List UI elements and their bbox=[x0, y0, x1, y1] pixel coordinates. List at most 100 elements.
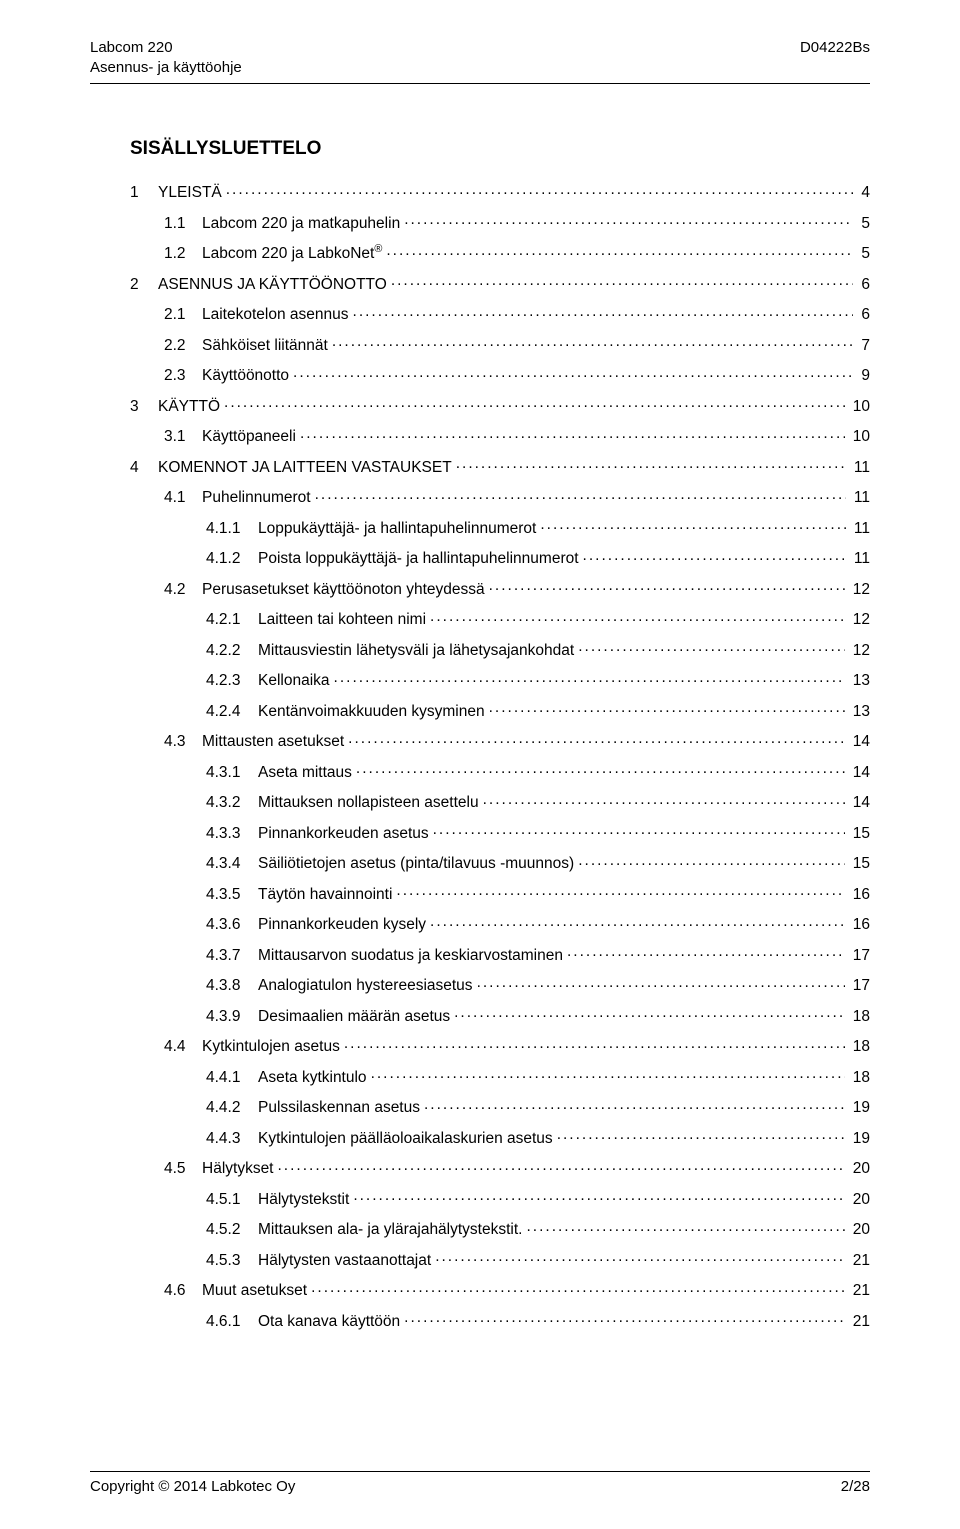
toc-title: SISÄLLYSLUETTELO bbox=[130, 138, 870, 160]
toc-entry: 4.3.6Pinnankorkeuden kysely 16 bbox=[130, 914, 870, 933]
toc-entry: 4.4.3Kytkintulojen päälläoloaikalaskurie… bbox=[130, 1127, 870, 1146]
doc-title: Labcom 220 bbox=[90, 38, 242, 58]
toc-entry-number: 4.2.1 bbox=[206, 612, 258, 628]
toc-leader-dots bbox=[435, 1249, 845, 1265]
toc-leader-dots bbox=[456, 456, 846, 472]
toc-entry: 4.2.2Mittausviestin lähetysväli ja lähet… bbox=[130, 639, 870, 658]
toc-entry-label: Käyttöpaneeli bbox=[202, 429, 296, 445]
toc-entry: 4.4.1Aseta kytkintulo18 bbox=[130, 1066, 870, 1085]
toc-entry: 4.3.9Desimaalien määrän asetus18 bbox=[130, 1005, 870, 1024]
toc-entry-number: 4.3.2 bbox=[206, 795, 258, 811]
toc-leader-dots bbox=[356, 761, 845, 777]
toc-entry-page: 20 bbox=[849, 1222, 870, 1238]
toc-entry-label: Mittauksen nollapisteen asettelu bbox=[258, 795, 479, 811]
toc-entry-page: 14 bbox=[849, 734, 870, 750]
toc-entry-page: 19 bbox=[849, 1131, 870, 1147]
toc-entry-label: Poista loppukäyttäjä- ja hallintapuhelin… bbox=[258, 551, 579, 567]
toc-entry-page: 11 bbox=[850, 460, 870, 476]
toc-entry-label: Aseta mittaus bbox=[258, 765, 352, 781]
toc-entry-number: 4.3.7 bbox=[206, 948, 258, 964]
toc-entry: 4.3Mittausten asetukset14 bbox=[130, 731, 870, 750]
toc-entry-number: 2.1 bbox=[164, 307, 202, 323]
toc-entry-page: 6 bbox=[857, 277, 870, 293]
page: Labcom 220 Asennus- ja käyttöohje D04222… bbox=[0, 0, 960, 1529]
toc-entry-number: 4.3.5 bbox=[206, 887, 258, 903]
toc-leader-dots bbox=[226, 182, 854, 198]
toc-entry-number: 4.1 bbox=[164, 490, 202, 506]
toc-entry-number: 4.5.2 bbox=[206, 1222, 258, 1238]
toc-entry-label: Mittausten asetukset bbox=[202, 734, 344, 750]
toc-entry: 4.4Kytkintulojen asetus18 bbox=[130, 1036, 870, 1055]
toc-entry: 2ASENNUS JA KÄYTTÖÖNOTTO6 bbox=[130, 273, 870, 292]
toc-entry-number: 1.2 bbox=[164, 246, 202, 262]
toc-entry-label: Sähköiset liitännät bbox=[202, 338, 328, 354]
toc-entry-label: Perusasetukset käyttöönoton yhteydessä bbox=[202, 582, 485, 598]
toc-entry-label: Kentänvoimakkuuden kysyminen bbox=[258, 704, 485, 720]
toc-entry-label: Labcom 220 ja LabkoNet® bbox=[202, 246, 382, 262]
toc-leader-dots bbox=[278, 1158, 845, 1174]
toc-entry-label: Kellonaika bbox=[258, 673, 330, 689]
toc-entry-label: Loppukäyttäjä- ja hallintapuhelinnumerot bbox=[258, 521, 536, 537]
toc-entry-page: 11 bbox=[850, 521, 870, 537]
toc-entry-number: 3.1 bbox=[164, 429, 202, 445]
toc-entry: 4.3.4Säiliötietojen asetus (pinta/tilavu… bbox=[130, 853, 870, 872]
toc-entry: 4.1.1Loppukäyttäjä- ja hallintapuhelinnu… bbox=[130, 517, 870, 536]
toc-entry-number: 4.4.1 bbox=[206, 1070, 258, 1086]
toc-entry-number: 4.2 bbox=[164, 582, 202, 598]
toc-entry-label: Kytkintulojen asetus bbox=[202, 1039, 340, 1055]
toc-entry: 4.1Puhelinnumerot11 bbox=[130, 487, 870, 506]
toc-entry: 4KOMENNOT JA LAITTEEN VASTAUKSET11 bbox=[130, 456, 870, 475]
toc-entry: 2.1Laitekotelon asennus6 bbox=[130, 304, 870, 323]
toc-entry-number: 4.3.6 bbox=[206, 917, 258, 933]
toc-leader-dots bbox=[454, 1005, 845, 1021]
toc-entry-page: 7 bbox=[857, 338, 870, 354]
toc-entry-page: 14 bbox=[849, 765, 870, 781]
toc-entry-page: 12 bbox=[849, 643, 870, 659]
toc-leader-dots bbox=[578, 639, 845, 655]
toc-entry-number: 1.1 bbox=[164, 216, 202, 232]
toc-entry-number: 4.4.3 bbox=[206, 1131, 258, 1147]
toc-leader-dots bbox=[583, 548, 846, 564]
toc-entry-page: 17 bbox=[849, 948, 870, 964]
toc-entry-number: 4.5.3 bbox=[206, 1253, 258, 1269]
toc-entry-label: Täytön havainnointi bbox=[258, 887, 392, 903]
toc-entry: 3.1Käyttöpaneeli10 bbox=[130, 426, 870, 445]
toc-entry-page: 21 bbox=[849, 1253, 870, 1269]
header-left: Labcom 220 Asennus- ja käyttöohje bbox=[90, 38, 242, 79]
page-footer: Copyright © 2014 Labkotec Oy 2/28 bbox=[90, 1471, 870, 1495]
toc-entry-number: 2 bbox=[130, 277, 158, 293]
toc-leader-dots bbox=[300, 426, 845, 442]
toc-entry-label: Käyttöönotto bbox=[202, 368, 289, 384]
toc-entry: 4.3.7Mittausarvon suodatus ja keskiarvos… bbox=[130, 944, 870, 963]
toc-leader-dots bbox=[344, 1036, 845, 1052]
toc-entry-page: 21 bbox=[849, 1314, 870, 1330]
toc-entry-page: 9 bbox=[857, 368, 870, 384]
toc-entry: 4.5Hälytykset20 bbox=[130, 1158, 870, 1177]
toc-entry-number: 4.3.1 bbox=[206, 765, 258, 781]
toc-entry-page: 6 bbox=[857, 307, 870, 323]
toc-entry-label: Pulssilaskennan asetus bbox=[258, 1100, 420, 1116]
toc-entry-label: Analogiatulon hystereesiasetus bbox=[258, 978, 473, 994]
toc-entry: 4.3.8Analogiatulon hystereesiasetus17 bbox=[130, 975, 870, 994]
toc-entry-label: Säiliötietojen asetus (pinta/tilavuus -m… bbox=[258, 856, 574, 872]
toc-leader-dots bbox=[430, 609, 845, 625]
header-right: D04222Bs bbox=[800, 38, 870, 79]
toc-entry: 1.1Labcom 220 ja matkapuhelin5 bbox=[130, 212, 870, 231]
toc-entry-number: 2.3 bbox=[164, 368, 202, 384]
toc-entry-number: 3 bbox=[130, 399, 158, 415]
page-header: Labcom 220 Asennus- ja käyttöohje D04222… bbox=[90, 38, 870, 84]
toc-entry-page: 16 bbox=[849, 917, 870, 933]
toc-entry-number: 4.6.1 bbox=[206, 1314, 258, 1330]
toc-entry-page: 17 bbox=[849, 978, 870, 994]
toc-leader-dots bbox=[567, 944, 845, 960]
toc-entry-page: 18 bbox=[849, 1070, 870, 1086]
toc-leader-dots bbox=[224, 395, 845, 411]
toc-entry-page: 15 bbox=[849, 856, 870, 872]
toc-entry-label: KÄYTTÖ bbox=[158, 399, 220, 415]
toc-entry-label: Muut asetukset bbox=[202, 1283, 307, 1299]
toc-entry: 4.2.3Kellonaika13 bbox=[130, 670, 870, 689]
toc-entry-number: 4.3.4 bbox=[206, 856, 258, 872]
toc-entry-page: 18 bbox=[849, 1039, 870, 1055]
toc-entry-label: Pinnankorkeuden kysely bbox=[258, 917, 426, 933]
toc-leader-dots bbox=[391, 273, 854, 289]
